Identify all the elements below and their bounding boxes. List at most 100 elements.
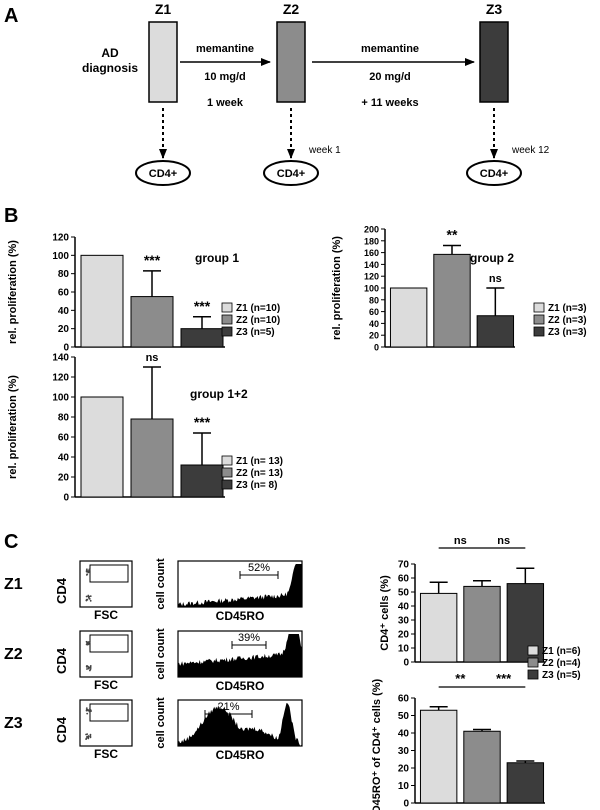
dot	[85, 707, 88, 710]
dot-plot-xlabel: FSC	[94, 747, 118, 761]
dot	[88, 598, 91, 600]
panel-b-label: B	[4, 205, 18, 227]
row-label: Z1	[4, 576, 23, 593]
bar-z3	[476, 315, 515, 348]
dot	[88, 570, 90, 573]
cd4-ellipse-z1	[135, 160, 191, 186]
flow-row-z2: Z2 CD4 FSC 39% cell count CD45RO	[4, 628, 303, 693]
y-tick-label: 20	[58, 324, 70, 335]
panel-c: C Z1 CD4 FSC 52% cell count CD45RO Z2 CD4 FSC 39%…	[4, 531, 303, 762]
bracket-label: ns	[454, 535, 467, 547]
legend-entry: Z2 (n=3)	[548, 315, 587, 326]
dot-plot-frame	[79, 560, 133, 608]
y-tick-label: 30	[398, 616, 410, 627]
legend-entry: Z2 (n= 13)	[236, 468, 283, 479]
cd4-label-z3: CD4+	[480, 168, 508, 180]
legend-entry: Z3 (n=3)	[548, 327, 587, 338]
y-tick-label: 10	[398, 644, 410, 655]
y-axis-label: rel. proliferation (%)	[7, 240, 19, 344]
legend-swatch	[533, 314, 545, 325]
stage-label-z2: Z2	[283, 1, 300, 17]
panel-a-label: A	[4, 5, 18, 27]
dot-plot-gate	[89, 703, 129, 722]
legend-swatch	[533, 326, 545, 337]
y-tick-label: 200	[364, 225, 379, 235]
chart-4: 0 10 20 30 40 50 60 70 CD4⁺ cells (%) ns ns	[379, 535, 545, 669]
histogram-xlabel: CD45RO	[216, 609, 265, 623]
y-tick-label: 30	[398, 746, 410, 757]
y-tick-label: 100	[52, 251, 69, 262]
y-tick-label: 20	[398, 630, 410, 641]
legend-entry: Z2 (n=4)	[542, 658, 581, 669]
dot	[86, 668, 88, 670]
cd4-ellipse-z3	[466, 160, 522, 186]
chart-1: 0 20 40 60 80 100 120 rel. proliferation (%) ***…	[7, 233, 280, 354]
dot	[89, 733, 92, 736]
y-tick-label: 40	[398, 602, 410, 613]
histogram-xlabel: CD45RO	[216, 748, 265, 762]
legend-swatch	[221, 302, 233, 313]
legend-swatch	[527, 669, 539, 680]
step1-dose: 10 mg/d	[204, 71, 246, 83]
week-label-z2: week 1	[308, 145, 341, 156]
legend-entry: Z2 (n=10)	[236, 315, 280, 326]
dot	[85, 733, 87, 736]
legend: Z1 (n=3)Z2 (n=3)Z3 (n=3)	[533, 302, 587, 338]
y-tick-label: 140	[52, 353, 69, 364]
cd4-ellipse-z2	[263, 160, 319, 186]
significance-label: **	[447, 227, 458, 243]
dot	[85, 666, 88, 668]
y-tick-label: 0	[403, 658, 409, 669]
stage-box-z3	[479, 21, 509, 103]
row-label: Z3	[4, 715, 23, 732]
chart-title: group 2	[470, 251, 514, 265]
y-tick-label: 160	[364, 248, 379, 258]
cd4-label-z1: CD4+	[149, 168, 177, 180]
flow-cytometry-rows: Z1 CD4 FSC 52% cell count CD45RO Z2 CD4 FSC 39% ce…	[4, 558, 303, 762]
histogram-ylabel: cell count	[155, 628, 167, 680]
dot	[85, 599, 88, 602]
legend-entry: Z1 (n= 13)	[236, 456, 283, 467]
significance-label: ns	[489, 273, 502, 285]
y-tick-label: 80	[58, 269, 70, 280]
stage-box-z1	[148, 21, 178, 103]
y-tick-label: 100	[52, 393, 69, 404]
ad-diagnosis-line2: diagnosis	[82, 61, 138, 75]
dot	[89, 595, 92, 598]
dot	[86, 712, 89, 715]
dot	[88, 640, 91, 643]
stage-label-z1: Z1	[155, 1, 172, 17]
bar-z2	[433, 253, 471, 348]
step2-drug: memantine	[361, 43, 419, 55]
row-label: Z2	[4, 646, 23, 663]
dot	[89, 664, 92, 667]
bar-z2	[463, 585, 501, 663]
legend: Z1 (n=10)Z2 (n=10)Z3 (n=5)	[221, 302, 280, 338]
y-tick-label: 80	[58, 413, 70, 424]
y-tick-label: 60	[58, 288, 70, 299]
dot	[86, 709, 89, 712]
bracket-label: ns	[497, 535, 510, 547]
dot	[89, 599, 92, 602]
bar-z1	[80, 254, 124, 348]
legend-swatch	[221, 314, 233, 325]
y-tick-label: 140	[364, 260, 379, 270]
bar-z1	[80, 396, 124, 498]
y-tick-label: 0	[63, 493, 69, 504]
histogram-fill	[178, 634, 302, 677]
flow-row-z3: Z3 CD4 FSC 21% cell count CD45RO	[4, 697, 303, 762]
significance-label: ns	[146, 352, 159, 364]
legend-entry: Z1 (n=10)	[236, 303, 280, 314]
y-tick-label: 40	[58, 306, 70, 317]
dot-plot-gate	[89, 634, 129, 653]
histogram-fill	[178, 564, 302, 607]
y-tick-label: 0	[403, 799, 409, 810]
y-axis-label: CD4⁺ cells (%)	[379, 575, 391, 651]
bar-z2	[463, 730, 501, 804]
dot	[85, 738, 87, 740]
y-tick-label: 40	[369, 319, 379, 329]
significance-label: ***	[194, 414, 211, 430]
dot-plot-ylabel: CD4	[54, 647, 69, 674]
y-tick-label: 20	[369, 331, 379, 341]
